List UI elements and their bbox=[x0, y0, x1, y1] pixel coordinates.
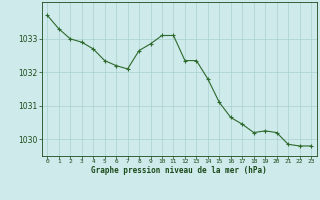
X-axis label: Graphe pression niveau de la mer (hPa): Graphe pression niveau de la mer (hPa) bbox=[91, 166, 267, 175]
